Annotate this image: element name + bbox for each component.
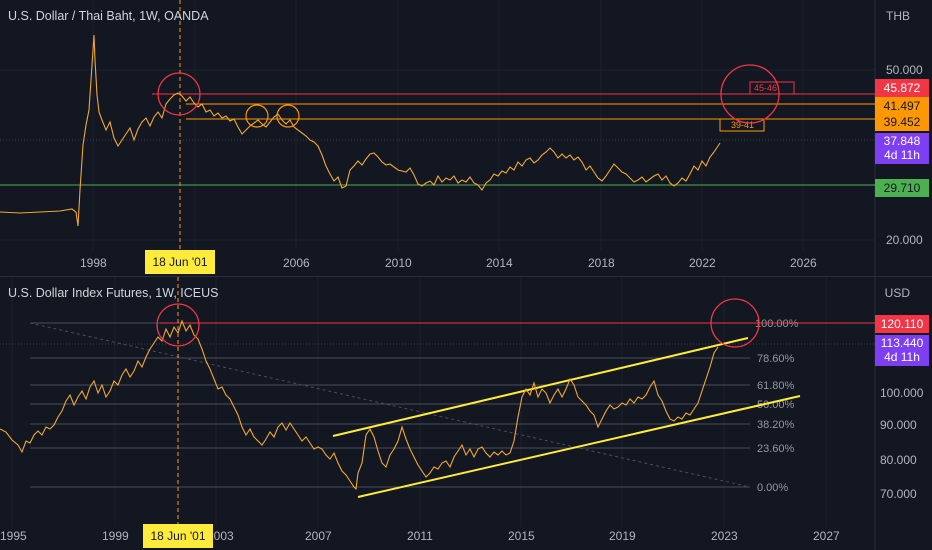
symbol-title: U.S. Dollar Index Futures, 1W, ICEUS [8,286,219,300]
channel-lower-line[interactable] [357,395,801,498]
symbol-title: U.S. Dollar / Thai Baht, 1W, OANDA [8,9,209,23]
usdthb-plot[interactable]: 45-46 39-41 50.000 20.000 1998 2006 2010… [0,0,932,276]
vertical-grid [11,277,827,527]
price-tag-green: 29.710 [875,179,929,197]
fib-label: 0.00% [757,482,788,494]
highlight-circle-2001-top[interactable] [157,72,201,116]
time-tick: 2019 [609,529,636,543]
highlight-circle-target-top[interactable] [710,298,760,348]
price-tag-red: 120.110 [875,315,929,333]
fib-label: 38.20% [757,419,795,431]
time-tick: 2015 [508,529,535,543]
fib-label: 23.60% [757,443,795,455]
time-tick: 1995 [0,529,27,543]
pane-separator[interactable] [0,276,932,277]
zone-label-39-41: 39-41 [731,120,754,130]
fib-label: 78.60% [757,353,795,365]
highlight-circle-2004[interactable] [245,104,269,128]
price-tick: 20.000 [886,233,923,247]
price-tick: 100.000 [880,386,924,400]
dxy-price-line[interactable] [0,319,719,491]
time-tick: 2010 [385,256,412,270]
dxy-plot[interactable]: 100.00% 78.60% 61.80% 50.00% 38.20% 23.6… [0,277,932,550]
currency-unit: USD [884,286,910,300]
crosshair-date-label: 18 Jun '01 [143,524,213,548]
usdthb-chart-pane[interactable]: 45-46 39-41 50.000 20.000 1998 2006 2010… [0,0,932,276]
price-tag-orange-a: 41.497 [875,97,929,115]
price-tick: 90.000 [880,418,917,432]
zone-box-39-41[interactable] [719,118,765,132]
fib-label: 100.00% [755,318,799,330]
zone-label-45-46: 45-46 [754,83,777,93]
time-tick: 2006 [283,256,310,270]
time-tick: 1998 [80,256,107,270]
crosshair-date-label: 18 Jun '01 [145,250,215,274]
fib-label: 50.00% [757,399,795,411]
last-price-value: 37.848 [883,134,921,148]
price-tag-red: 45.872 [875,79,929,97]
time-tick: 2018 [588,256,615,270]
price-tick: 80.000 [880,453,917,467]
time-tick: 2003 [207,529,234,543]
channel-upper-line[interactable] [332,337,749,437]
price-tick: 70.000 [880,487,917,501]
time-tick: 2014 [486,256,513,270]
fib-label: 61.80% [757,380,795,392]
time-tick: 2011 [407,529,433,543]
last-price-tag: 37.848 4d 11h [875,133,929,164]
currency-unit: THB [886,9,910,23]
zone-box-45-46[interactable] [749,81,795,95]
time-tick: 2022 [689,256,716,270]
price-tick: 50.000 [886,63,923,77]
time-tick: 2027 [813,529,840,543]
last-price-value: 113.440 [880,336,924,350]
time-tick: 2007 [305,529,332,543]
highlight-circle-2005[interactable] [276,104,300,128]
fib-trend-line [29,322,751,488]
time-tick: 2026 [790,256,817,270]
time-tick: 1999 [102,529,129,543]
usdthb-price-line[interactable] [0,34,721,227]
price-tag-orange-b: 39.452 [875,113,929,131]
highlight-circle-target-top[interactable] [720,64,780,124]
highlight-circle-2001-top[interactable] [156,303,200,347]
dxy-chart-pane[interactable]: 100.00% 78.60% 61.80% 50.00% 38.20% 23.6… [0,277,932,550]
bar-countdown: 4d 11h [884,350,920,364]
vertical-grid [92,0,804,250]
last-price-tag: 113.440 4d 11h [875,335,929,366]
time-tick: 2023 [711,529,738,543]
bar-countdown: 4d 11h [884,148,920,162]
